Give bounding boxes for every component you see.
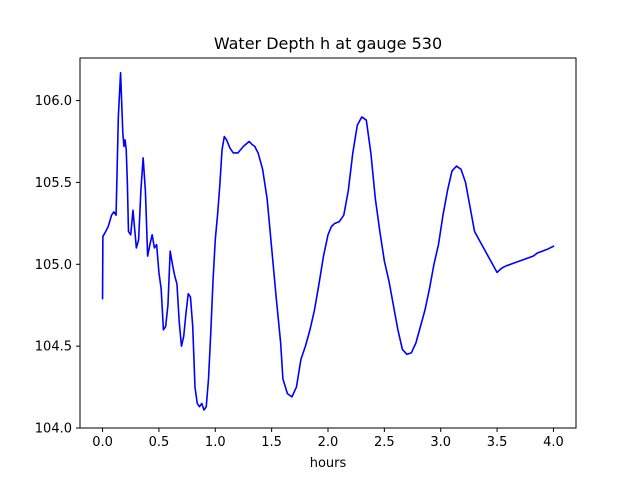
y-tick-label: 104.5	[35, 340, 72, 355]
x-tick-label: 0.0	[92, 435, 113, 450]
x-tick-label: 1.0	[205, 435, 226, 450]
x-tick-label: 1.5	[261, 435, 282, 450]
x-axis-label: hours	[310, 456, 347, 471]
x-tick-label: 4.0	[543, 435, 564, 450]
x-axis: 0.0 0.5 1.0 1.5 2.0 2.5 3.0 3.5 4.0	[92, 428, 564, 450]
x-tick-label: 0.5	[149, 435, 170, 450]
x-tick-label: 2.0	[318, 435, 339, 450]
y-axis: 104.0 104.5 105.0 105.5 106.0	[35, 94, 80, 437]
y-tick-label: 105.5	[35, 176, 72, 191]
y-tick-label: 104.0	[35, 422, 72, 437]
y-tick-label: 106.0	[35, 94, 72, 109]
x-tick-label: 3.0	[430, 435, 451, 450]
x-tick-label: 3.5	[487, 435, 508, 450]
x-tick-label: 2.5	[374, 435, 395, 450]
y-tick-label: 105.0	[35, 258, 72, 273]
chart-title: Water Depth h at gauge 530	[214, 34, 442, 53]
series-line	[101, 71, 555, 411]
plot-frame	[79, 57, 577, 429]
plot-area	[101, 71, 555, 411]
